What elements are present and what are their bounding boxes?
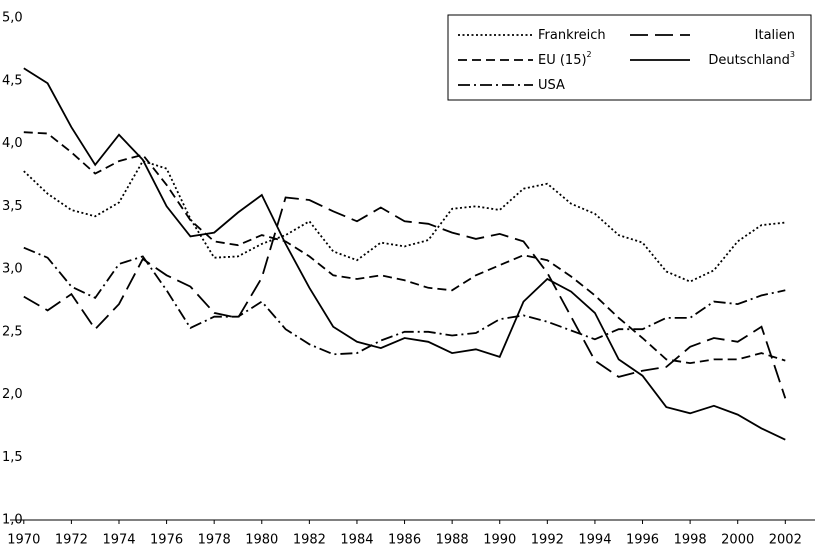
legend-label: Deutschland3 — [708, 50, 795, 68]
legend-name: EU (15) — [538, 53, 587, 68]
x-tick-label: 1970 — [7, 533, 40, 548]
x-tick-label: 1982 — [293, 533, 326, 548]
x-tick-label: 1988 — [436, 533, 469, 548]
line-series — [23, 131, 786, 365]
x-tick-label: 1972 — [55, 533, 88, 548]
legend-footnote: 2 — [587, 50, 592, 59]
x-tick-label: 1992 — [531, 533, 564, 548]
x-tick-label: 1990 — [483, 533, 516, 548]
x-tick-label: 1994 — [578, 533, 611, 548]
y-tick-label: 3,5 — [2, 199, 23, 214]
y-tick-label: 4,5 — [2, 73, 23, 88]
x-tick-label: 1984 — [340, 533, 373, 548]
x-tick-label: 1986 — [388, 533, 421, 548]
y-tick-label: 4,0 — [2, 136, 23, 151]
legend-name: Deutschland — [708, 53, 790, 68]
line-series — [23, 160, 786, 283]
line-series — [23, 246, 786, 356]
legend-label: EU (15)2 — [538, 50, 592, 68]
legend-footnote: 3 — [790, 50, 795, 59]
y-tick-label: 1,5 — [2, 450, 23, 465]
y-tick-label: 2,5 — [2, 324, 23, 339]
y-tick-label: 2,0 — [2, 387, 23, 402]
legend-label: Frankreich — [538, 28, 606, 43]
line-series — [23, 67, 786, 441]
x-tick-label: 2000 — [721, 533, 754, 548]
x-tick-label: 1976 — [150, 533, 183, 548]
legend-name: Frankreich — [538, 28, 606, 43]
x-tick-label: 1996 — [626, 533, 659, 548]
legend-name: USA — [538, 78, 565, 93]
legend-label: Italien — [755, 28, 795, 43]
x-tick-label: 1974 — [102, 533, 135, 548]
line-series — [23, 196, 787, 399]
y-tick-label: 1,0 — [2, 513, 23, 528]
legend-name: Italien — [755, 28, 795, 43]
legend-label: USA — [538, 78, 565, 93]
x-tick-label: 1978 — [198, 533, 231, 548]
x-tick-label: 1980 — [245, 533, 278, 548]
y-tick-label: 3,0 — [2, 262, 23, 277]
x-tick-label: 1998 — [674, 533, 707, 548]
y-tick-label: 5,0 — [2, 11, 23, 26]
x-tick-label: 2002 — [769, 533, 802, 548]
